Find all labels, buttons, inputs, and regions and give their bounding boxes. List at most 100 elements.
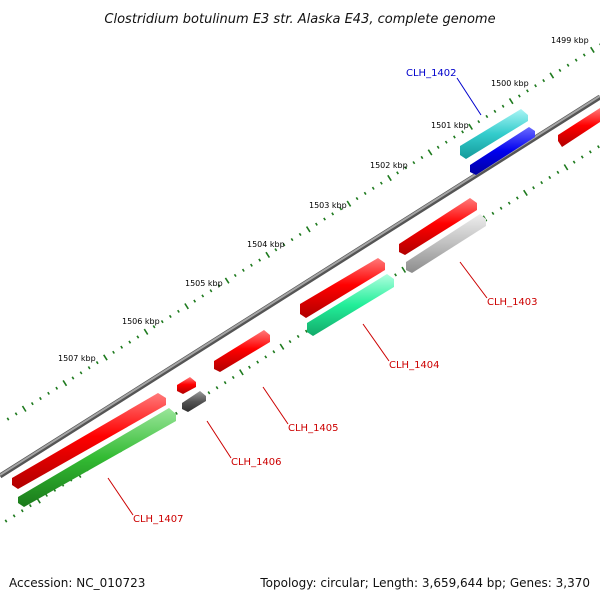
- minor-tick-mark: [379, 181, 383, 185]
- minor-tick-mark: [45, 493, 48, 497]
- gene-label-clh-1403[interactable]: CLH_1403: [487, 297, 538, 308]
- major-tick-mark: [590, 46, 595, 54]
- minor-tick-mark: [6, 417, 10, 421]
- major-tick-mark: [21, 405, 27, 412]
- minor-tick-mark: [175, 411, 178, 415]
- feature-red-1405[interactable]: [214, 330, 270, 372]
- tick-label-1499: 1499 kbp: [551, 36, 589, 45]
- minor-tick-mark: [556, 170, 560, 175]
- minor-tick-mark: [47, 391, 50, 395]
- minor-tick-mark: [572, 160, 576, 164]
- minor-tick-mark: [477, 120, 481, 124]
- tick-label-1505: 1505 kbp: [185, 279, 223, 288]
- minor-tick-mark: [412, 161, 416, 165]
- major-tick-mark: [387, 174, 392, 182]
- minor-tick-mark: [485, 114, 489, 119]
- minor-tick-mark: [112, 350, 115, 354]
- minor-tick-mark: [582, 53, 586, 57]
- minor-tick-mark: [95, 360, 99, 365]
- feature-red-1404[interactable]: [300, 258, 385, 318]
- minor-tick-mark: [517, 94, 521, 98]
- leader-clh-1403: [459, 261, 488, 299]
- minor-tick-mark: [339, 207, 343, 211]
- feature-red-1406[interactable]: [177, 377, 196, 394]
- feature-blue-1402[interactable]: [470, 127, 535, 175]
- minor-tick-mark: [30, 401, 34, 406]
- minor-tick-mark: [290, 237, 294, 242]
- minor-tick-mark: [532, 186, 535, 190]
- minor-tick-mark: [491, 211, 495, 216]
- minor-tick-mark: [71, 376, 75, 380]
- minor-tick-mark: [461, 130, 464, 134]
- minor-tick-mark: [501, 104, 505, 108]
- minor-tick-mark: [4, 519, 8, 523]
- major-tick-mark: [62, 379, 68, 387]
- minor-tick-mark: [12, 514, 16, 518]
- minor-tick-mark: [231, 375, 235, 380]
- minor-tick-mark: [558, 68, 562, 73]
- minor-tick-mark: [201, 294, 205, 298]
- minor-tick-mark: [298, 232, 302, 237]
- minor-tick-mark: [323, 217, 326, 221]
- minor-tick-mark: [331, 212, 335, 216]
- gene-label-clh-1406[interactable]: CLH_1406: [231, 457, 282, 468]
- minor-tick-mark: [28, 503, 32, 508]
- minor-tick-mark: [193, 299, 197, 303]
- leader-clh-1407: [107, 477, 134, 516]
- minor-tick-mark: [580, 155, 584, 159]
- tick-label-1506: 1506 kbp: [122, 317, 160, 326]
- major-tick-mark: [279, 343, 285, 350]
- feature-red-1407[interactable]: [12, 393, 166, 489]
- minor-tick-mark: [248, 365, 251, 369]
- minor-tick-mark: [548, 175, 552, 180]
- minor-tick-mark: [542, 78, 546, 83]
- label-leader-lines: [107, 77, 488, 516]
- minor-tick-mark: [444, 140, 448, 144]
- minor-tick-mark: [39, 396, 42, 401]
- minor-tick-mark: [453, 135, 456, 139]
- minor-tick-mark: [394, 273, 397, 277]
- minor-tick-mark: [128, 340, 132, 344]
- tick-label-1501: 1501 kbp: [431, 121, 469, 130]
- gene-labels: CLH_1402 CLH_1403 CLH_1404 CLH_1405 CLH_…: [133, 68, 538, 525]
- topology-summary-text: Topology: circular; Length: 3,659,644 bp…: [259, 576, 590, 590]
- minor-tick-mark: [160, 319, 164, 324]
- major-tick-mark: [224, 277, 230, 284]
- minor-tick-mark: [241, 268, 245, 272]
- minor-tick-mark: [493, 109, 497, 114]
- accession-text: Accession: NC_010723: [9, 576, 145, 590]
- tick-label-1507: 1507 kbp: [58, 354, 96, 363]
- gene-label-clh-1407[interactable]: CLH_1407: [133, 514, 184, 525]
- feature-red-1399[interactable]: [558, 108, 600, 147]
- minor-tick-mark: [296, 334, 300, 339]
- minor-tick-mark: [87, 366, 91, 370]
- gene-label-clh-1405[interactable]: CLH_1405: [288, 423, 339, 434]
- major-tick-mark: [103, 354, 108, 361]
- gene-label-clh-1404[interactable]: CLH_1404: [389, 360, 440, 371]
- feature-dark-1406[interactable]: [182, 391, 206, 412]
- leader-clh-1404: [362, 323, 390, 362]
- major-tick-mark: [549, 72, 555, 79]
- major-tick-mark: [468, 123, 473, 130]
- feature-red-1403[interactable]: [399, 198, 477, 255]
- minor-tick-mark: [526, 89, 529, 93]
- minor-tick-mark: [282, 243, 286, 247]
- minor-tick-mark: [566, 63, 570, 67]
- feature-green-1407[interactable]: [18, 408, 176, 507]
- feature-gray-1403[interactable]: [406, 214, 486, 273]
- minor-tick-mark: [436, 145, 440, 149]
- tick-label-1500: 1500 kbp: [491, 79, 529, 88]
- minor-tick-mark: [55, 386, 59, 390]
- feature-cyan-1402[interactable]: [460, 109, 528, 159]
- major-tick-mark: [508, 97, 514, 105]
- map-title: Clostridium botulinum E3 str. Alaska E43…: [104, 12, 495, 27]
- minor-tick-mark: [534, 84, 537, 88]
- gene-label-clh-1402[interactable]: CLH_1402: [406, 68, 457, 79]
- minor-tick-mark: [256, 360, 260, 364]
- minor-tick-mark: [304, 329, 308, 333]
- major-tick-mark: [239, 369, 244, 376]
- minor-tick-mark: [588, 150, 592, 154]
- minor-tick-mark: [250, 263, 253, 267]
- feature-aqua-1404[interactable]: [307, 274, 394, 336]
